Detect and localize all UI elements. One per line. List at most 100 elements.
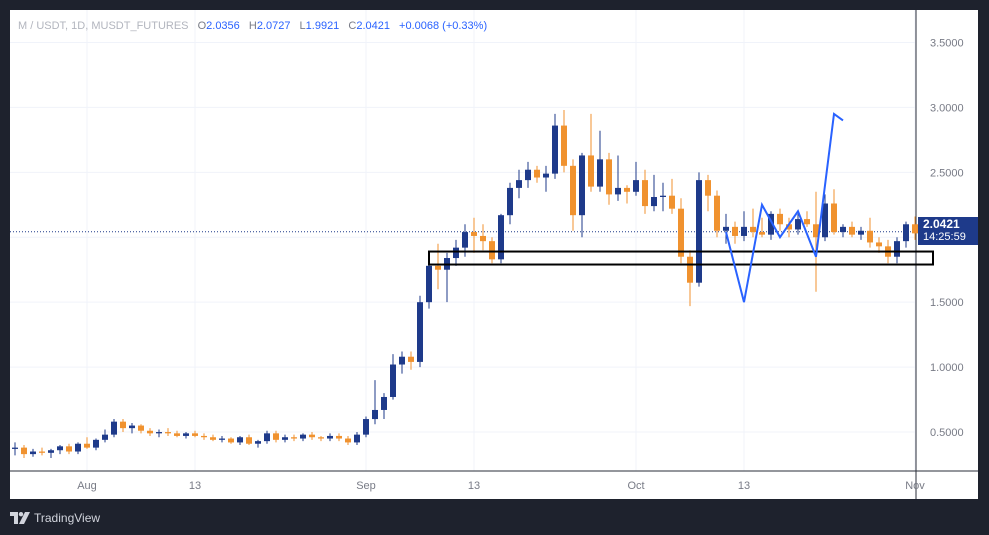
candle-bull bbox=[552, 125, 558, 174]
candle-bear bbox=[570, 165, 576, 216]
candle-bear bbox=[210, 437, 216, 440]
candle-bear bbox=[471, 232, 477, 236]
price-tick-label: 3.0000 bbox=[930, 102, 964, 114]
footer: TradingView bbox=[10, 509, 100, 527]
time-tick-label: Aug bbox=[77, 480, 97, 492]
change-value: +0.0068 (+0.33%) bbox=[399, 20, 488, 32]
bar-countdown: 14:25:59 bbox=[923, 231, 966, 243]
candle-bull bbox=[156, 432, 162, 434]
candle-bear bbox=[777, 213, 783, 225]
candle-bull bbox=[579, 155, 585, 216]
candle-bear bbox=[588, 155, 594, 187]
candle-bear bbox=[534, 169, 540, 178]
brand-name[interactable]: TradingView bbox=[34, 511, 101, 525]
candle-bull bbox=[822, 203, 828, 238]
candle-bear bbox=[318, 437, 324, 439]
candle-bull bbox=[390, 364, 396, 397]
open-label: O bbox=[197, 20, 207, 32]
candle-bear bbox=[759, 232, 765, 235]
candle-bear bbox=[750, 226, 756, 233]
candle-bear bbox=[174, 433, 180, 436]
price-tick-label: 1.0000 bbox=[930, 362, 964, 374]
candle-bull bbox=[903, 224, 909, 242]
price-tick-label: 2.5000 bbox=[930, 167, 964, 179]
candle-bear bbox=[804, 219, 810, 225]
candle-bull bbox=[768, 213, 774, 235]
candle-bear bbox=[147, 430, 153, 434]
low-label: L bbox=[299, 20, 306, 32]
price-tick-label: 0.5000 bbox=[930, 427, 964, 439]
candle-bull bbox=[516, 180, 522, 188]
candle-bear bbox=[120, 421, 126, 429]
candle-bull bbox=[219, 438, 225, 440]
chart-frame: 3.50003.00002.50002.00001.50001.00000.50… bbox=[10, 10, 978, 499]
candle-bull bbox=[57, 446, 63, 451]
candle-bear bbox=[687, 256, 693, 283]
candle-bull bbox=[129, 425, 135, 429]
candle-bull bbox=[183, 433, 189, 436]
candle-bear bbox=[480, 235, 486, 242]
candle-bull bbox=[741, 226, 747, 236]
candle-bear bbox=[489, 241, 495, 260]
candle-bull bbox=[894, 241, 900, 257]
candle-bear bbox=[912, 224, 918, 234]
high-value: 2.0727 bbox=[256, 20, 291, 32]
time-tick-label: Sep bbox=[356, 480, 376, 492]
candle-bull bbox=[327, 435, 333, 439]
candle-bull bbox=[12, 447, 18, 449]
candle-bull bbox=[255, 441, 261, 444]
candle-bull bbox=[111, 421, 117, 435]
candle-bear bbox=[714, 195, 720, 231]
symbol-legend: M / USDT, 1D, MUSDT_FUTURES O2.0356 H2.0… bbox=[18, 20, 487, 32]
high-label: H bbox=[248, 20, 257, 32]
candle-bull bbox=[48, 450, 54, 453]
projection-path bbox=[725, 112, 844, 303]
candle-bull bbox=[651, 196, 657, 207]
candle-bull bbox=[75, 443, 81, 452]
candle-bear bbox=[606, 159, 612, 195]
time-tick-label: 13 bbox=[189, 480, 201, 492]
candle-bull bbox=[795, 219, 801, 230]
candle-bear bbox=[309, 434, 315, 438]
candle-bear bbox=[678, 208, 684, 257]
candle-bear bbox=[192, 433, 198, 436]
candle-bear bbox=[867, 230, 873, 243]
candle-bull bbox=[462, 232, 468, 248]
candle-bull bbox=[507, 187, 513, 216]
candle-bear bbox=[201, 435, 207, 438]
candle-bear bbox=[849, 226, 855, 235]
support-zone-box bbox=[428, 250, 934, 266]
candle-bull bbox=[30, 451, 36, 455]
symbol-label: M / USDT, 1D, MUSDT_FUTURES bbox=[18, 20, 189, 32]
candle-bear bbox=[66, 446, 72, 452]
low-value: 1.9921 bbox=[305, 20, 340, 32]
candle-bull bbox=[498, 215, 504, 260]
candle-bear bbox=[561, 125, 567, 166]
candle-bull bbox=[426, 265, 432, 303]
price-tick-label: 1.5000 bbox=[930, 297, 964, 309]
chart-plot[interactable]: 3.50003.00002.50002.00001.50001.00000.50… bbox=[10, 10, 978, 499]
candle-bull bbox=[264, 433, 270, 442]
candle-bear bbox=[786, 224, 792, 230]
candle-bull bbox=[381, 396, 387, 410]
candle-bull bbox=[633, 180, 639, 192]
candle-bear bbox=[642, 180, 648, 207]
candle-bull bbox=[363, 419, 369, 435]
candle-bull bbox=[372, 409, 378, 420]
candle-bear bbox=[345, 438, 351, 443]
close-label: C bbox=[348, 20, 357, 32]
candle-bull bbox=[543, 173, 549, 178]
candle-bear bbox=[813, 224, 819, 238]
candle-bull bbox=[102, 434, 108, 440]
candle-bull bbox=[615, 187, 621, 195]
candle-bull bbox=[660, 195, 666, 197]
time-tick-label: Oct bbox=[627, 480, 644, 492]
candle-bull bbox=[858, 230, 864, 235]
open-value: 2.0356 bbox=[206, 20, 240, 32]
candle-bull bbox=[525, 169, 531, 181]
time-tick-label: 13 bbox=[738, 480, 750, 492]
candle-bear bbox=[246, 437, 252, 444]
candle-bull bbox=[417, 302, 423, 362]
time-tick-label: Nov bbox=[905, 480, 925, 492]
candle-bear bbox=[435, 265, 441, 270]
